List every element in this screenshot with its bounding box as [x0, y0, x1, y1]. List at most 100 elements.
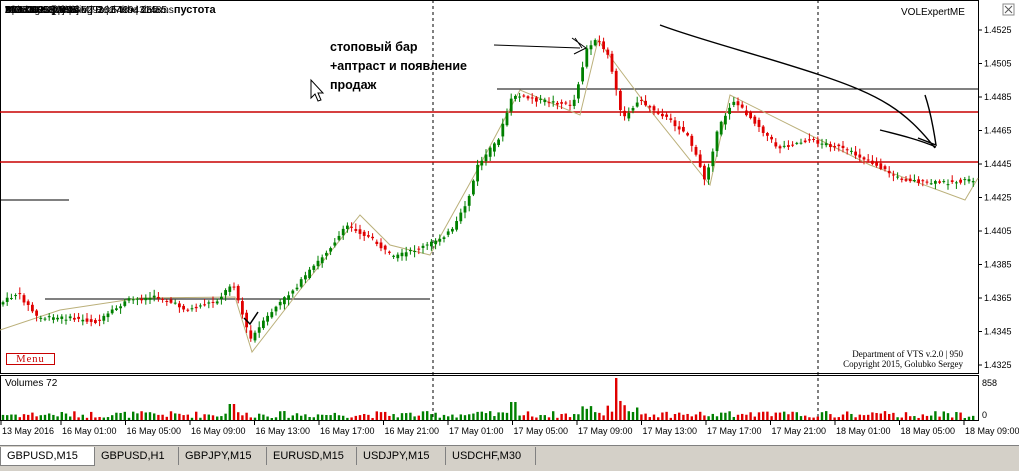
- candle-body: [581, 67, 584, 82]
- volume-bar: [967, 416, 971, 420]
- volume-bar: [602, 415, 605, 420]
- candle-body: [812, 138, 815, 140]
- time-tick-label: 17 May 05:00: [514, 426, 569, 436]
- volume-bar: [829, 414, 832, 420]
- candle-body: [253, 332, 257, 341]
- candle-body: [77, 316, 80, 319]
- candle-body: [484, 154, 488, 162]
- volume-bar: [589, 406, 593, 420]
- tab-usdchf-m30[interactable]: USDCHF,M30: [446, 447, 536, 465]
- volume-bar: [883, 411, 887, 420]
- tab-gbpusd-m15[interactable]: GBPUSD,M15: [0, 447, 95, 466]
- volume-bar: [392, 414, 395, 420]
- candle-body: [312, 265, 316, 270]
- volume-bar: [766, 411, 769, 420]
- volume-bar: [896, 417, 899, 420]
- candle-body: [119, 306, 122, 309]
- volume-bar: [682, 414, 685, 420]
- info-line-3-text: 21/5/2016 | M | ---- | 0.027Kb | 265 ms: [5, 5, 174, 16]
- candle-body: [85, 318, 89, 322]
- candle-body: [619, 90, 622, 111]
- candle-body: [320, 257, 324, 264]
- candle-body: [732, 101, 736, 105]
- annotation-line-3: продаж: [330, 78, 377, 92]
- volume-bar: [514, 402, 517, 420]
- candle-body: [451, 228, 454, 232]
- candle-body: [375, 241, 379, 245]
- volume-bar: [560, 414, 563, 420]
- tab-gbpusd-h1[interactable]: GBPUSD,H1: [95, 447, 179, 465]
- tab-gbpjpy-m15[interactable]: GBPJPY,M15: [179, 447, 267, 465]
- volume-bar: [585, 408, 588, 420]
- volume-bar: [942, 411, 945, 420]
- volume-bars-group: [1, 378, 975, 420]
- copyright-line-1: Department of VTS v.2.0 | 950: [852, 349, 963, 359]
- tab-eurusd-m15[interactable]: EURUSD,M15: [267, 447, 357, 465]
- volume-bar: [787, 414, 790, 420]
- volume-bar: [451, 414, 454, 420]
- candle-body: [913, 180, 916, 182]
- price-pane-frame: [0, 0, 979, 374]
- volume-bar: [417, 415, 420, 420]
- candle-body: [514, 95, 517, 99]
- candle-body: [308, 269, 311, 279]
- candle-body: [509, 98, 513, 112]
- candle-body: [774, 142, 778, 147]
- candle-body: [224, 290, 227, 296]
- candle-body: [577, 84, 580, 99]
- candle-body: [39, 317, 43, 319]
- volume-bar: [778, 412, 782, 420]
- time-tick-label: 17 May 13:00: [643, 426, 698, 436]
- volume-bar: [400, 413, 404, 420]
- volume-bar: [438, 417, 441, 420]
- candle-body: [350, 226, 353, 228]
- candle-body: [560, 102, 563, 104]
- volume-bar: [699, 411, 702, 420]
- candle-body: [606, 49, 610, 55]
- time-tick-label: 16 May 09:00: [191, 426, 246, 436]
- candle-body: [665, 114, 668, 117]
- candle-body: [371, 236, 374, 239]
- zigzag-trendline[interactable]: [0, 38, 979, 354]
- candle-body: [47, 316, 51, 318]
- volume-bar: [900, 417, 903, 420]
- candle-body: [505, 112, 509, 126]
- candle-body: [572, 99, 576, 107]
- price-chart[interactable]: 1.4525 1.4505 1.4485 1.4465 1.4445 1.4425 1.44…: [0, 0, 1019, 445]
- volume-bar: [52, 414, 55, 420]
- candle-body: [379, 242, 383, 249]
- volume-bar: [640, 414, 643, 420]
- candle-body: [551, 101, 555, 103]
- candle-body: [434, 240, 437, 245]
- time-axis: 13 May 2016 16 May 01:00 16 May 05:00 16 Ma…: [0, 421, 1019, 436]
- volume-bar: [833, 417, 836, 420]
- menu-button[interactable]: Menu: [6, 353, 55, 365]
- volume-bar: [795, 412, 798, 420]
- volume-bar: [396, 417, 399, 420]
- indicator-brand-label: VOLExpertME: [901, 7, 965, 18]
- candle-body: [161, 298, 164, 300]
- tab-usdjpy-m15[interactable]: USDJPY,M15: [357, 447, 446, 465]
- chart-window[interactable]: 1.4525 1.4505 1.4485 1.4465 1.4445 1.4425 1.44…: [0, 0, 1019, 445]
- candle-body: [564, 102, 568, 104]
- candle-body: [766, 133, 769, 136]
- candle-body: [799, 142, 803, 144]
- volume-bar: [165, 416, 168, 420]
- candle-body: [715, 131, 719, 152]
- volume-bar: [925, 415, 929, 420]
- candle-body: [81, 319, 85, 322]
- volume-bar: [153, 413, 156, 420]
- chevron-down-icon[interactable]: [5, 7, 11, 11]
- volume-bar: [619, 400, 622, 420]
- volume-bar: [384, 411, 387, 420]
- candle-body: [682, 126, 685, 132]
- candle-body: [257, 327, 261, 333]
- volume-bar: [325, 414, 328, 420]
- volume-bar: [623, 405, 626, 420]
- candle-body: [157, 296, 160, 299]
- candle-body: [875, 162, 878, 166]
- candle-body: [199, 305, 202, 307]
- volume-bar: [539, 414, 542, 420]
- volume-bar: [102, 417, 105, 420]
- volume-bar: [182, 415, 185, 420]
